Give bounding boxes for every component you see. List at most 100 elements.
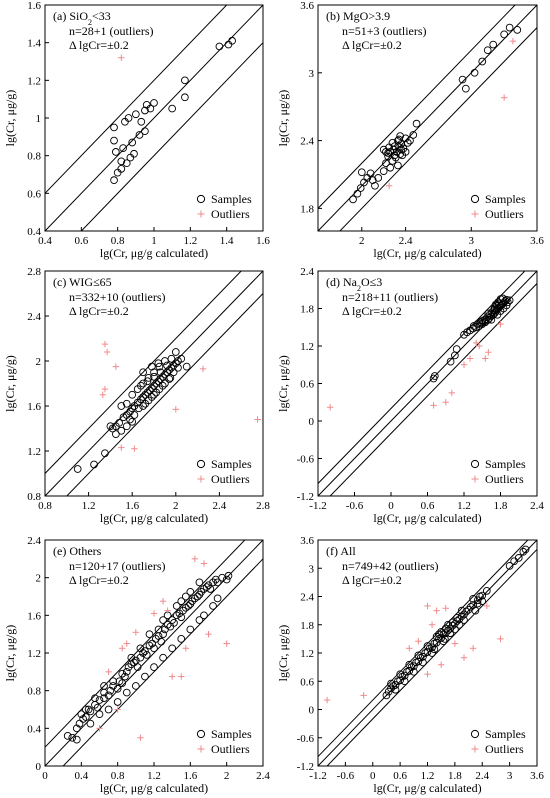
sample-point	[131, 682, 140, 690]
sample-point	[505, 296, 514, 305]
sample-point	[101, 449, 109, 458]
sample-point	[82, 705, 90, 714]
sample-point	[437, 627, 446, 636]
sample-point	[141, 127, 149, 136]
sample-point	[184, 602, 193, 610]
y-tick-label: 3.6	[300, 535, 314, 547]
chart-panel-d: -1.2 -0.6 0 0.6 1.2 1.8 2.4 -1.2 -0.6 0 0.6 1.2 1.8 2…	[276, 266, 544, 525]
sample-point	[177, 597, 186, 606]
sample-point	[453, 613, 462, 622]
sample-point	[428, 643, 436, 652]
y-tick-label: 3	[309, 563, 315, 575]
y-tick-label: 3.6	[300, 0, 314, 12]
panel-title: (f) All	[326, 544, 356, 558]
sample-point	[100, 682, 108, 690]
sample-point	[374, 174, 383, 182]
y-tick-label: 2.4	[300, 136, 314, 148]
sample-point	[439, 637, 448, 646]
sample-point	[113, 698, 122, 706]
outlier-point	[172, 406, 179, 413]
sample-point	[513, 26, 522, 34]
x-axis-label: lg(Cr, μg/g calculated)	[100, 246, 208, 260]
y-tick-label: 1.2	[300, 648, 314, 660]
x-tick-label: 1.2	[421, 770, 435, 782]
outlier-point	[137, 734, 144, 741]
sample-point	[423, 642, 432, 650]
sample-point	[202, 583, 211, 591]
sample-point	[382, 159, 390, 168]
sample-point	[124, 663, 133, 671]
sample-count-text: n=28+1 (outliers)	[69, 24, 154, 38]
x-tick-label: 1.8	[494, 500, 508, 512]
x-tick-label: 2.8	[256, 500, 270, 512]
x-tick-label: 0.6	[74, 235, 88, 247]
outlier-point	[150, 610, 158, 617]
sample-point	[387, 679, 395, 688]
sample-point	[409, 131, 418, 139]
sample-point	[104, 705, 113, 714]
x-tick-label: 3.6	[530, 235, 544, 247]
sample-point	[478, 597, 487, 606]
y-tick-label: 0.8	[27, 686, 41, 698]
sample-point	[130, 658, 138, 667]
y-tick-label: 1.8	[300, 304, 314, 316]
sample-point	[428, 649, 436, 657]
outlier-point	[101, 340, 109, 348]
plot-frame	[44, 270, 264, 497]
sample-point	[139, 649, 147, 657]
legend-samples-marker	[196, 729, 206, 739]
y-tick-label: 2	[36, 356, 42, 368]
delta-text: Δ lgCr=±0.2	[69, 38, 129, 52]
sample-point	[158, 381, 167, 390]
sample-point	[444, 620, 452, 629]
x-tick-label: 1.2	[457, 500, 471, 512]
sample-point	[224, 40, 233, 49]
sample-point	[430, 372, 439, 380]
sample-point	[466, 603, 475, 611]
outlier-point	[96, 725, 103, 732]
sample-point	[150, 390, 158, 399]
outlier-point	[119, 645, 126, 652]
sample-point	[353, 189, 362, 198]
x-axis-label: lg(Cr, μg/g calculated)	[100, 781, 208, 795]
sample-point	[382, 691, 391, 700]
sample-point	[130, 149, 138, 158]
sample-point	[124, 114, 133, 122]
outlier-point	[118, 444, 125, 451]
outlier-point	[476, 342, 483, 350]
sample-point	[141, 106, 149, 115]
sample-point	[471, 606, 480, 615]
sample-point	[181, 93, 189, 102]
sample-point	[145, 630, 154, 639]
legend-samples-label: Samples	[211, 457, 252, 471]
legend-samples-label: Samples	[211, 192, 252, 206]
outlier-point	[205, 630, 212, 638]
sample-point	[503, 298, 512, 307]
sample-point	[514, 554, 523, 562]
sample-point	[391, 685, 400, 694]
sample-point	[128, 390, 137, 399]
outlier-point	[437, 661, 445, 668]
plot-frame	[317, 4, 538, 232]
data-points	[63, 555, 233, 744]
sample-point	[356, 184, 365, 192]
legend-samples-label: Samples	[485, 727, 526, 741]
sample-point	[136, 644, 145, 653]
outlier-point	[460, 654, 468, 661]
sample-point	[121, 117, 129, 126]
sample-point	[111, 148, 120, 156]
sample-point	[117, 402, 126, 410]
upper-bound-line	[45, 540, 246, 748]
x-tick-label: -1.2	[309, 770, 326, 782]
outlier-point	[326, 404, 334, 411]
sample-point	[462, 607, 471, 616]
outlier-point	[497, 635, 504, 643]
panel-title: (e) Others	[53, 544, 102, 558]
outlier-point	[164, 607, 171, 614]
y-tick-label: 0.6	[300, 379, 314, 391]
y-tick-label: 0.4	[27, 226, 41, 238]
sample-point	[218, 573, 226, 582]
sample-point	[128, 417, 137, 426]
